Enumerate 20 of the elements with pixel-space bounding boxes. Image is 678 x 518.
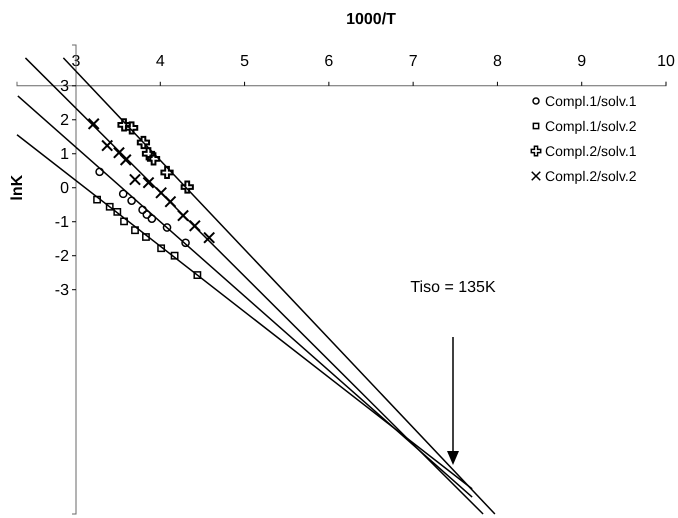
x-tick-label: 6 [324,52,334,70]
x-tick-label: 10 [657,52,675,70]
x-tick-label: 9 [577,52,586,70]
annotation: Tiso = 135K [410,279,496,296]
y-tick-label: -1 [54,214,70,231]
y-tick-label: -3 [54,282,70,299]
y-axis-title: lnK [9,174,26,201]
x-tick-label: 5 [240,52,250,70]
y-tick-label: 0 [60,180,70,197]
legend-label: Compl.2/solv.2 [545,168,637,184]
y-tick-label: 2 [60,112,70,129]
y-tick-label: 1 [60,146,70,163]
x-tick-label: 8 [492,52,502,70]
legend-label: Compl.1/solv.2 [545,118,637,134]
legend-label: Compl.1/solv.1 [545,93,637,109]
x-tick-label: 7 [408,52,418,70]
x-axis-title: 1000/T [346,11,396,28]
x-tick-label: 4 [156,52,165,70]
y-tick-label: -2 [54,248,70,265]
legend-label: Compl.2/solv.1 [545,143,637,159]
